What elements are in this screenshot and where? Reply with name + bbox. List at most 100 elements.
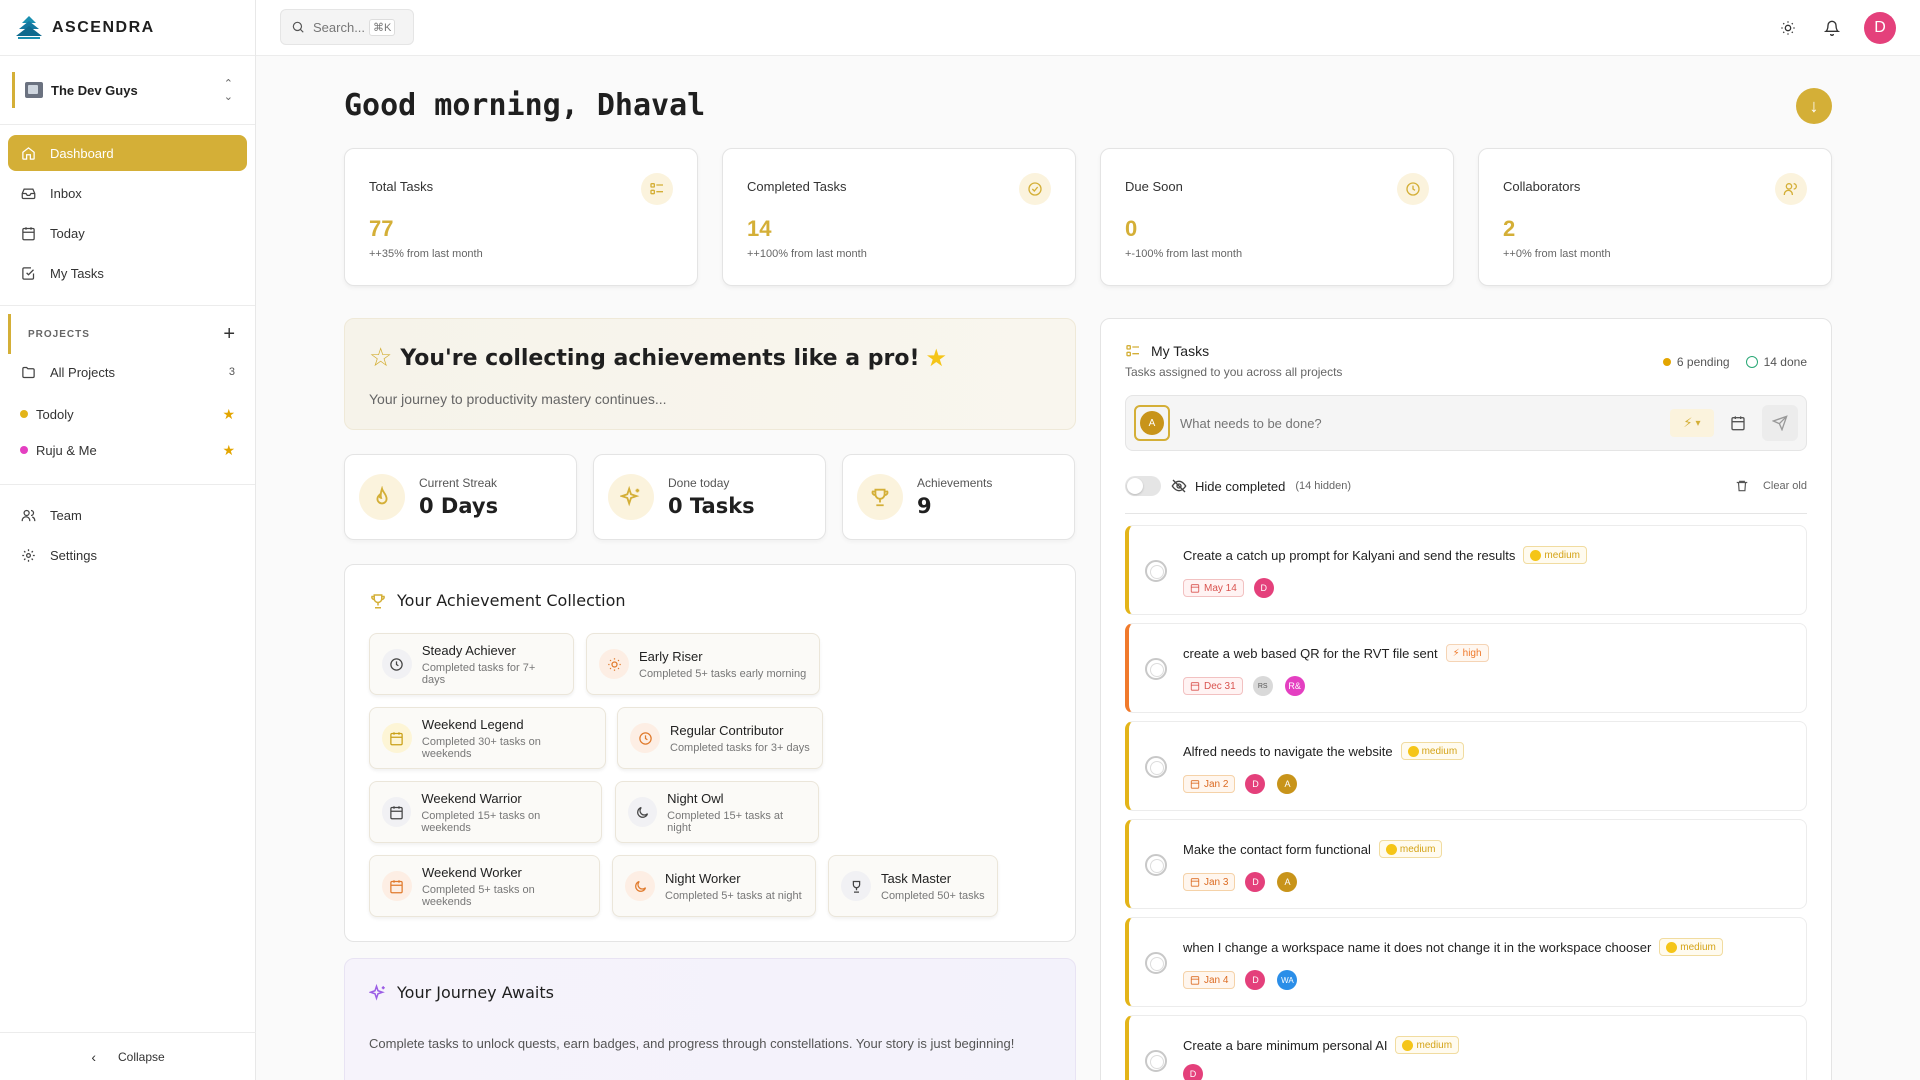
badge-title: Task Master bbox=[881, 870, 952, 886]
clear-old-button[interactable]: Clear old bbox=[1735, 479, 1807, 493]
send-button[interactable] bbox=[1762, 405, 1798, 441]
brand[interactable]: ASCENDRA bbox=[0, 0, 255, 56]
badge-title: Weekend Warrior bbox=[421, 790, 522, 806]
bell-icon[interactable] bbox=[1822, 18, 1842, 38]
badge-card[interactable]: Regular Contributor Completed tasks for 3… bbox=[617, 707, 823, 769]
task-checkbox[interactable] bbox=[1145, 1050, 1167, 1072]
nav-team[interactable]: Team bbox=[8, 497, 247, 533]
task-checkbox[interactable] bbox=[1145, 560, 1167, 582]
stat-value: 77 bbox=[369, 216, 394, 241]
workspace-switcher[interactable]: The Dev Guys ⌃ ⌄ bbox=[12, 72, 243, 108]
trophy-icon bbox=[371, 593, 385, 608]
collapse-label: Collapse bbox=[117, 1049, 165, 1064]
calendar-icon bbox=[1190, 878, 1200, 887]
task-title-line: Create a bare minimum personal AI medium bbox=[1183, 1036, 1460, 1054]
task-row[interactable]: Alfred needs to navigate the website medi… bbox=[1125, 721, 1807, 811]
task-row[interactable]: when I change a workspace name it does n… bbox=[1125, 917, 1807, 1007]
task-row[interactable]: Create a catch up prompt for Kalyani and… bbox=[1125, 525, 1807, 615]
stat-value: 0 bbox=[1125, 216, 1138, 241]
task-meta: Jan 4 D WA bbox=[1183, 970, 1309, 990]
task-row[interactable]: create a web based QR for the RVT file s… bbox=[1125, 623, 1807, 713]
main-nav: Dashboard Inbox Today My Tasks bbox=[0, 125, 255, 305]
clock-icon bbox=[1397, 173, 1429, 205]
priority-label: medium bbox=[1421, 745, 1458, 757]
my-tasks-header: My Tasks bbox=[1125, 343, 1807, 359]
assignee-avatar: WA bbox=[1277, 970, 1298, 990]
project-item-ruju[interactable]: Ruju & Me ★ bbox=[0, 432, 255, 468]
banner-title-text: You're collecting achievements like a pr… bbox=[400, 345, 920, 371]
badge-card[interactable]: Early Riser Completed 5+ tasks early morn… bbox=[586, 633, 820, 695]
due-date: Jan 4 bbox=[1204, 974, 1229, 986]
greeting-name: Dhaval bbox=[596, 88, 706, 123]
all-projects-link[interactable]: All Projects 3 bbox=[0, 354, 255, 390]
nav-settings[interactable]: Settings bbox=[8, 537, 247, 573]
divider bbox=[1125, 513, 1807, 514]
bolt-icon: ⚡ bbox=[1452, 647, 1460, 659]
star-icon[interactable]: ★ bbox=[222, 441, 235, 458]
badge-card[interactable]: Task Master Completed 50+ tasks bbox=[828, 855, 998, 917]
badge-card[interactable]: Weekend Warrior Completed 15+ tasks on we… bbox=[369, 781, 602, 843]
journey-title: Your Journey Awaits bbox=[369, 983, 1051, 1002]
all-projects-label: All Projects bbox=[50, 364, 116, 380]
calendar-icon bbox=[1190, 682, 1200, 691]
priority-dot-icon bbox=[1402, 1039, 1414, 1051]
task-title-line: Make the contact form functional medium bbox=[1183, 840, 1443, 858]
collapse-button[interactable]: ‹ Collapse bbox=[0, 1032, 256, 1080]
search-input[interactable]: Search... ⌘K bbox=[280, 9, 414, 45]
calendar-icon bbox=[382, 723, 412, 753]
star-icon[interactable]: ★ bbox=[222, 405, 235, 422]
chevron-updown-icon: ⌃ ⌄ bbox=[223, 78, 233, 103]
priority-label: medium bbox=[1544, 549, 1580, 561]
task-checkbox[interactable] bbox=[1145, 952, 1167, 974]
assignee-avatar: D bbox=[1245, 970, 1266, 990]
task-checkbox[interactable] bbox=[1145, 854, 1167, 876]
check-circle-icon bbox=[1745, 356, 1758, 368]
sun-icon[interactable] bbox=[1778, 18, 1798, 38]
priority-select[interactable]: ⚡ ▾ bbox=[1670, 409, 1714, 437]
stat-label: Due Soon bbox=[1125, 179, 1183, 194]
top-bar: Search... ⌘K D bbox=[256, 0, 1920, 56]
pending-dot-icon bbox=[1662, 358, 1671, 366]
nav-today[interactable]: Today bbox=[8, 215, 247, 251]
nav-dashboard[interactable]: Dashboard bbox=[8, 135, 247, 171]
stat-change: ++0% from last month bbox=[1503, 248, 1611, 260]
nav-inbox[interactable]: Inbox bbox=[8, 175, 247, 211]
task-title: Create a catch up prompt for Kalyani and… bbox=[1183, 547, 1516, 563]
nav-label: My Tasks bbox=[50, 265, 104, 281]
achievements-card: Achievements 9 bbox=[842, 454, 1075, 540]
stat-value: 14 bbox=[747, 216, 772, 241]
hide-completed-toggle[interactable] bbox=[1125, 476, 1161, 496]
nav-my-tasks[interactable]: My Tasks bbox=[8, 255, 247, 291]
achievement-collection: Your Achievement Collection Steady Achie… bbox=[344, 564, 1076, 942]
task-row[interactable]: Create a bare minimum personal AI medium … bbox=[1125, 1015, 1807, 1080]
badge-card[interactable]: Night Owl Completed 15+ tasks at night bbox=[615, 781, 819, 843]
priority-dot-icon bbox=[1385, 843, 1397, 855]
journey-title-text: Your Journey Awaits bbox=[397, 983, 554, 1002]
download-button[interactable]: ↓ bbox=[1796, 88, 1832, 124]
badge-card[interactable]: Steady Achiever Completed tasks for 7+ da… bbox=[369, 633, 574, 695]
greeting-prefix: Good morning, bbox=[344, 88, 579, 123]
task-meta: Jan 3 D A bbox=[1183, 872, 1309, 892]
priority-dot-icon bbox=[1666, 941, 1678, 953]
sparkles-icon bbox=[369, 983, 385, 1001]
project-item-todoly[interactable]: Todoly ★ bbox=[0, 396, 255, 432]
users-icon bbox=[20, 507, 36, 523]
new-task-input[interactable] bbox=[1180, 415, 1670, 431]
task-checkbox[interactable] bbox=[1145, 658, 1167, 680]
done-count: 14 done bbox=[1763, 355, 1807, 369]
due-date-badge: Jan 3 bbox=[1183, 873, 1236, 891]
badge-card[interactable]: Weekend Legend Completed 30+ tasks on wee… bbox=[369, 707, 606, 769]
priority-badge: medium bbox=[1395, 1036, 1460, 1054]
bolt-icon: ⚡ bbox=[1683, 415, 1693, 430]
user-avatar[interactable]: D bbox=[1864, 12, 1896, 44]
task-checkbox[interactable] bbox=[1145, 756, 1167, 778]
task-row[interactable]: Make the contact form functional medium J… bbox=[1125, 819, 1807, 909]
badge-desc: Completed tasks for 3+ days bbox=[670, 741, 810, 754]
stat-label: Total Tasks bbox=[369, 179, 434, 194]
badge-card[interactable]: Weekend Worker Completed 5+ tasks on week… bbox=[369, 855, 600, 917]
shortcut-hint: ⌘K bbox=[369, 18, 396, 36]
assignee-picker[interactable]: A bbox=[1134, 405, 1170, 441]
add-project-button[interactable]: + bbox=[223, 322, 235, 345]
badge-card[interactable]: Night Worker Completed 5+ tasks at night bbox=[612, 855, 816, 917]
calendar-icon[interactable] bbox=[1728, 413, 1748, 433]
